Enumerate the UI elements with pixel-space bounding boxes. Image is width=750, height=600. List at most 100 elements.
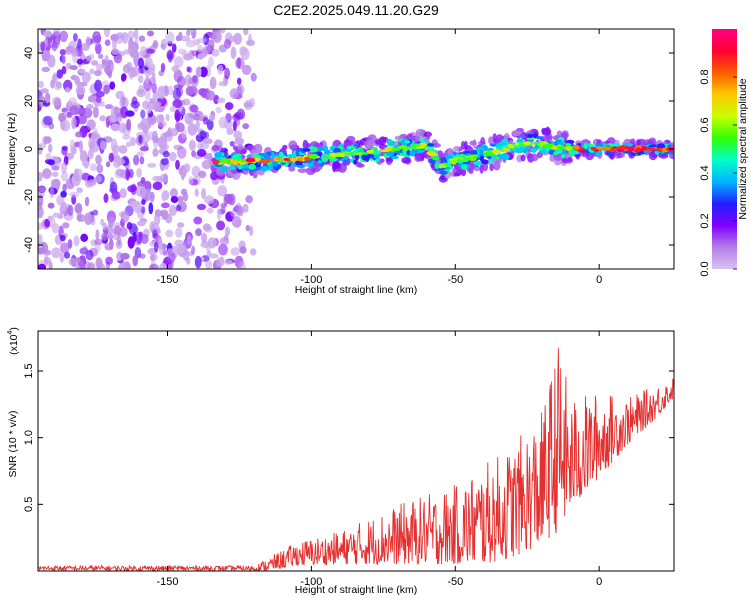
heatmap-x-tick-label: -50 [447,274,463,286]
ridge-mid-blob [409,150,415,157]
ridge-core-blob [329,153,335,157]
noise-blob [38,186,46,193]
ridge-core-blob [259,159,270,164]
noise-blob [75,131,83,138]
ridge-mid-blob [346,145,353,150]
ridge-halo-blob [252,171,258,179]
noise-blob [239,246,247,254]
noise-blob [146,67,155,75]
ridge-mid-blob [232,154,240,161]
ridge-halo-blob [479,163,484,174]
noise-blob [109,113,118,123]
noise-blob [194,188,199,197]
noise-blob [51,171,59,178]
noise-blob [59,252,65,263]
noise-blob [129,50,139,59]
noise-blob [75,202,83,215]
noise-blob [60,242,70,254]
noise-blob [96,164,104,174]
ridge-core-blob [245,158,253,163]
noise-blob [206,207,214,214]
noise-blob [216,208,222,221]
noise-blob [71,116,77,130]
ridge-halo-blob [492,133,498,144]
ridge-core-blob [603,146,612,151]
noise-blob [242,203,249,213]
noise-blob [102,222,108,231]
noise-blob [217,64,224,75]
noise-blob [127,30,136,40]
noise-blob [215,257,225,268]
noise-blob [139,156,145,165]
noise-blob [109,81,116,90]
noise-blob [109,181,118,195]
heatmap-y-tick-label: -20 [23,189,35,205]
noise-blob [103,29,110,38]
ridge-mid-blob [452,151,457,156]
noise-blob [95,96,102,103]
noise-blob [233,32,243,45]
snr-y-label: SNR (10 * v/v) [7,410,19,477]
ridge-mid-blob [302,148,311,152]
noise-blob [150,191,155,203]
noise-blob [89,163,97,171]
noise-blob [90,131,99,142]
noise-blob [162,249,168,256]
noise-blob [237,77,242,86]
noise-blob [192,75,198,84]
svg-text:(x104): (x104) [7,327,20,355]
noise-blob [154,209,161,218]
noise-blob [100,140,107,150]
snr-x-ticks: -150 -100 -50 0 [156,331,602,588]
noise-blob [38,235,43,245]
ridge-core-blob [472,155,478,160]
ridge-mid-blob [481,159,489,165]
noise-blob [50,79,55,89]
noise-blobs [38,29,257,269]
snr-panel: -150 -100 -50 0 0.5 1.0 1.5 Height of straigh… [7,327,675,596]
ridge-core-blob [542,144,552,149]
noise-blob [210,34,218,40]
ridge-mid-blob [353,159,358,165]
noise-blob [79,150,88,163]
noise-blob [234,137,244,146]
noise-blob [94,69,102,77]
noise-blob [132,201,143,213]
noise-blob [175,35,181,42]
noise-blob [69,65,78,71]
noise-blob [56,81,62,89]
ridge-core-blob [556,145,565,150]
noise-blob [79,140,83,154]
noise-blob [115,112,123,123]
noise-blob [204,225,213,233]
noise-blob [139,146,149,152]
snr-y-tick-label: 0.5 [23,497,35,512]
ridge-halo-blob [282,144,288,150]
noise-blob [165,229,174,238]
noise-blob [43,115,53,126]
noise-blob [160,144,170,150]
ridge-core-blob [379,149,390,153]
noise-blob [140,109,146,119]
noise-blob [238,261,246,269]
noise-blob [86,103,94,110]
noise-blob [128,168,134,179]
noise-blob [63,251,71,259]
noise-blob [94,79,102,92]
noise-blob [51,223,60,234]
noise-blob [175,227,183,238]
noise-blob [135,231,142,245]
noise-blob [84,196,90,207]
noise-blob [129,68,134,80]
noise-blob [125,110,135,117]
noise-blob [86,119,96,131]
ridge-halo-blob [545,135,554,140]
noise-blob [186,257,191,265]
ridge-core-blob [283,157,289,161]
snr-scale-base: (x10 [8,334,20,355]
snr-scale-exp: 4 [7,330,14,334]
ridge-core-blob [354,152,363,156]
noise-blob [171,65,180,73]
snr-scale-label: (x104) [7,327,20,355]
ridge-core-blob [533,141,540,145]
